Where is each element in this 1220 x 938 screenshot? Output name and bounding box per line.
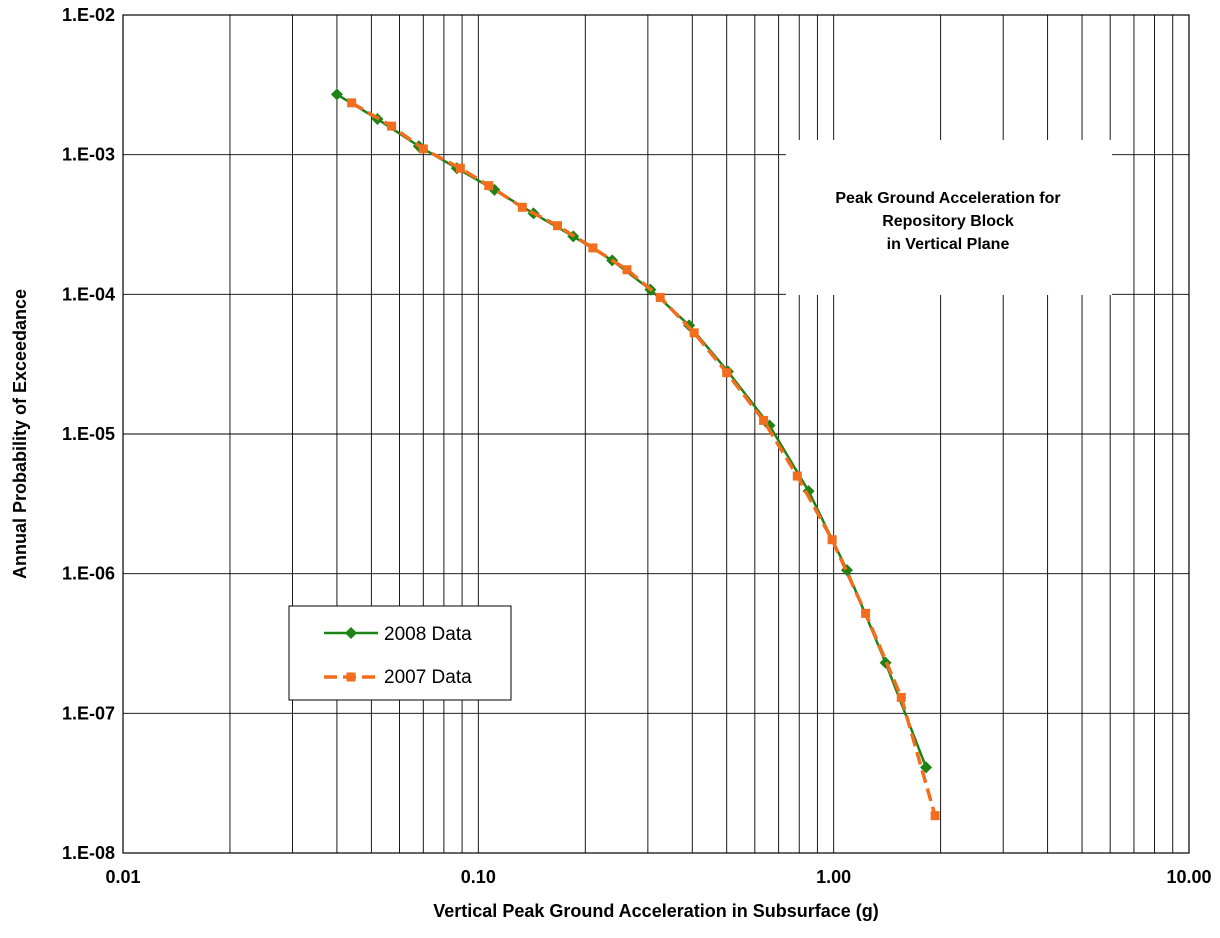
annotation-line-1: Peak Ground Acceleration for (835, 190, 1060, 207)
legend-label-2007: 2007 Data (384, 667, 472, 688)
data-point (861, 608, 871, 618)
data-point (655, 292, 665, 302)
data-point (588, 243, 598, 253)
y-tick-label: 1.E-08 (62, 843, 115, 863)
data-point (896, 692, 906, 702)
x-tick-label: 0.01 (105, 867, 140, 887)
y-tick-label: 1.E-03 (62, 145, 115, 165)
y-axis-title: Annual Probability of Exceedance (10, 289, 30, 579)
data-point (517, 202, 527, 212)
data-point (759, 415, 769, 425)
legend-item-2007: 2007 Data (324, 667, 472, 688)
data-point (722, 368, 732, 378)
plot-area-border (122, 14, 1190, 854)
y-tick-labels: 1.E-02 1.E-03 1.E-04 1.E-05 1.E-06 1.E-07 1.E-… (62, 5, 115, 863)
data-point (455, 163, 465, 173)
legend-label-2008: 2008 Data (384, 624, 472, 645)
y-tick-label: 1.E-07 (62, 703, 115, 723)
y-tick-label: 1.E-04 (62, 284, 115, 304)
data-point (689, 328, 699, 338)
data-point (347, 98, 357, 108)
grid-lines (123, 15, 1189, 853)
series-2007-data (347, 98, 940, 821)
data-point (930, 811, 940, 821)
data-point (792, 471, 802, 481)
series-line (350, 101, 937, 817)
data-point (552, 221, 562, 231)
data-point (827, 535, 837, 545)
x-tick-label: 1.00 (816, 867, 851, 887)
x-tick-label: 0.10 (461, 867, 496, 887)
annotation-box: Peak Ground Acceleration for Repository … (786, 140, 1112, 295)
legend-marker (345, 627, 357, 639)
y-tick-label: 1.E-06 (62, 564, 115, 584)
legend-item-2008: 2008 Data (324, 624, 472, 645)
legend-box (288, 605, 512, 701)
y-tick-label: 1.E-02 (62, 5, 115, 25)
x-axis-title: Vertical Peak Ground Acceleration in Sub… (433, 901, 878, 921)
x-tick-labels: 0.01 0.10 1.00 10.00 (105, 867, 1211, 887)
annotation-line-3: in Vertical Plane (887, 236, 1010, 253)
y-tick-label: 1.E-05 (62, 424, 115, 444)
annotation-line-2: Repository Block (882, 213, 1014, 230)
data-point (484, 181, 494, 191)
data-point (387, 121, 397, 131)
data-point (330, 88, 343, 101)
data-point (418, 144, 428, 154)
legend: 2008 Data 2007 Data (288, 605, 512, 701)
data-point (622, 265, 632, 275)
series-layer (330, 88, 940, 821)
legend-marker (346, 672, 356, 682)
x-tick-label: 10.00 (1166, 867, 1211, 887)
